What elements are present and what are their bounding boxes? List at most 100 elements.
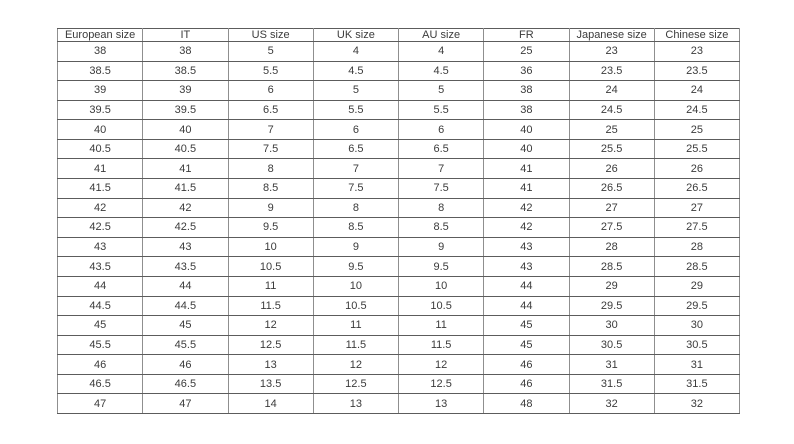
- table-cell: 4.5: [312, 60, 400, 82]
- table-cell: 32: [568, 393, 655, 414]
- table-cell: 11.5: [397, 334, 485, 356]
- table-cell: 5: [312, 80, 400, 101]
- table-cell: 41: [56, 158, 144, 180]
- table-cell: 43: [483, 256, 570, 277]
- table-cell: 26: [568, 158, 655, 180]
- table-cell: 31: [568, 354, 655, 375]
- table-cell: 45: [142, 315, 229, 336]
- table-cell: 46: [483, 354, 570, 375]
- table-cell: 45.5: [142, 334, 229, 356]
- table-row: 45 45 12 11 11 45 30 30: [56, 315, 741, 336]
- table-row: 43.5 43.5 10.5 9.5 9.5 43 28.5 28.5: [56, 256, 741, 277]
- table-cell: 47: [142, 393, 229, 414]
- table-row: 40.5 40.5 7.5 6.5 6.5 40 25.5 25.5: [56, 138, 741, 160]
- table-cell: 7: [397, 158, 485, 180]
- table-cell: 42: [56, 197, 144, 219]
- table-cell: 29.5: [568, 295, 655, 317]
- table-cell: 40.5: [142, 138, 229, 160]
- table-row: 41 41 8 7 7 41 26 26: [56, 158, 741, 180]
- table-cell: 24.5: [568, 99, 655, 121]
- table-cell: 38: [142, 41, 229, 62]
- table-cell: 39: [142, 80, 229, 101]
- table-cell: 13: [227, 354, 314, 375]
- table-cell: 40: [142, 119, 229, 140]
- table-cell: 8.5: [397, 217, 485, 238]
- table-cell: 26.5: [568, 178, 655, 199]
- table-cell: 43.5: [142, 256, 229, 277]
- table-cell: 5.5: [227, 60, 314, 82]
- table-cell: 31.5: [653, 373, 741, 395]
- table-cell: 47: [56, 393, 144, 414]
- table-header-row: European size IT US size UK size AU size FR Ja…: [56, 28, 741, 42]
- column-header: AU size: [397, 28, 485, 42]
- table-cell: 11.5: [312, 334, 400, 356]
- table-cell: 44: [142, 275, 229, 297]
- table-cell: 12.5: [312, 373, 400, 395]
- table-cell: 11: [312, 315, 400, 336]
- table-row: 39.5 39.5 6.5 5.5 5.5 38 24.5 24.5: [56, 99, 741, 121]
- table-cell: 5.5: [312, 99, 400, 121]
- table-row: 47 47 14 13 13 48 32 32: [56, 393, 741, 414]
- table-cell: 40: [483, 138, 570, 160]
- table-cell: 12: [312, 354, 400, 375]
- table-row: 38 38 5 4 4 25 23 23: [56, 41, 741, 62]
- table-cell: 28: [653, 236, 741, 258]
- table-cell: 31: [653, 354, 741, 375]
- table-cell: 46: [483, 373, 570, 395]
- table-cell: 43.5: [56, 256, 144, 277]
- table-row: 42.5 42.5 9.5 8.5 8.5 42 27.5 27.5: [56, 217, 741, 238]
- table-cell: 13.5: [227, 373, 314, 395]
- column-header: US size: [227, 28, 314, 42]
- table-cell: 23: [653, 41, 741, 62]
- table-cell: 7.5: [227, 138, 314, 160]
- table-cell: 9: [312, 236, 400, 258]
- table-cell: 40.5: [56, 138, 144, 160]
- table-cell: 8.5: [312, 217, 400, 238]
- table-cell: 4.5: [397, 60, 485, 82]
- table-cell: 27: [568, 197, 655, 219]
- table-cell: 45: [483, 334, 570, 356]
- table-row: 44.5 44.5 11.5 10.5 10.5 44 29.5 29.5: [56, 295, 741, 317]
- table-cell: 43: [142, 236, 229, 258]
- table-cell: 40: [483, 119, 570, 140]
- table-cell: 41: [483, 178, 570, 199]
- table-cell: 8: [227, 158, 314, 180]
- table-cell: 41.5: [56, 178, 144, 199]
- table-cell: 38: [483, 80, 570, 101]
- table-cell: 28.5: [653, 256, 741, 277]
- table-cell: 13: [397, 393, 485, 414]
- column-header: European size: [56, 28, 144, 42]
- table-cell: 12.5: [227, 334, 314, 356]
- table-cell: 39.5: [142, 99, 229, 121]
- table-row: 39 39 6 5 5 38 24 24: [56, 80, 741, 101]
- column-header: FR: [483, 28, 570, 42]
- table-cell: 41.5: [142, 178, 229, 199]
- table-cell: 48: [483, 393, 570, 414]
- table-row: 46.5 46.5 13.5 12.5 12.5 46 31.5 31.5: [56, 373, 741, 395]
- table-cell: 11.5: [227, 295, 314, 317]
- table-cell: 6: [312, 119, 400, 140]
- table-cell: 25: [483, 41, 570, 62]
- table-cell: 4: [397, 41, 485, 62]
- table-cell: 12: [397, 354, 485, 375]
- table-cell: 24.5: [653, 99, 741, 121]
- table-cell: 38.5: [142, 60, 229, 82]
- table-cell: 44: [483, 295, 570, 317]
- table-row: 42 42 9 8 8 42 27 27: [56, 197, 741, 219]
- table-cell: 14: [227, 393, 314, 414]
- table-cell: 6.5: [312, 138, 400, 160]
- table-cell: 38: [56, 41, 144, 62]
- table-cell: 9: [397, 236, 485, 258]
- table-cell: 46: [142, 354, 229, 375]
- table-cell: 45: [56, 315, 144, 336]
- table-row: 38.5 38.5 5.5 4.5 4.5 36 23.5 23.5: [56, 60, 741, 82]
- table-cell: 23.5: [653, 60, 741, 82]
- table-cell: 13: [312, 393, 400, 414]
- table-cell: 40: [56, 119, 144, 140]
- table-cell: 36: [483, 60, 570, 82]
- table-cell: 12.5: [397, 373, 485, 395]
- table-cell: 5: [227, 41, 314, 62]
- table-cell: 38.5: [56, 60, 144, 82]
- size-conversion-table: European size IT US size UK size AU size FR Ja…: [56, 28, 741, 414]
- table-cell: 26: [653, 158, 741, 180]
